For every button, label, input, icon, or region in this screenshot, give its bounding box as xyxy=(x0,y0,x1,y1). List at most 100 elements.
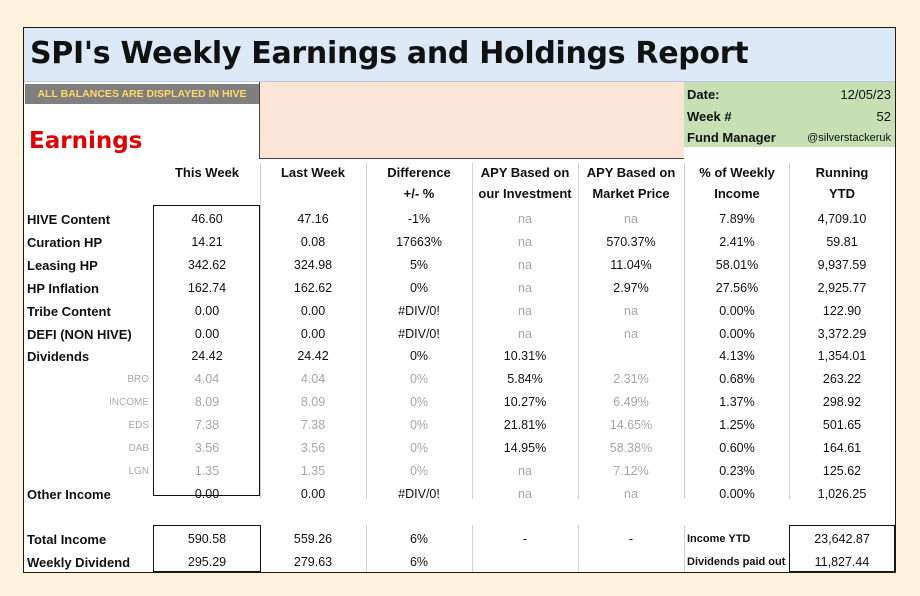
table-cell: 9,937.59 xyxy=(817,257,867,272)
table-cell: #DIV/0! xyxy=(398,486,440,501)
total-side-value: 11,827.44 xyxy=(814,555,870,569)
table-cell: 1.35 xyxy=(300,463,326,478)
week-value: 52 xyxy=(876,109,891,124)
table-cell: 0.00% xyxy=(719,326,755,341)
column-header: Difference +/- % xyxy=(366,162,472,204)
table-cell: 0.60% xyxy=(719,441,755,455)
table-cell: 7.12% xyxy=(613,463,649,478)
total-cell: 590.58 xyxy=(187,532,227,546)
total-cell xyxy=(472,551,578,572)
header-line-1: Running xyxy=(815,165,869,180)
table-cell: 4,709.10 xyxy=(817,212,867,226)
table-cell: 24.42 xyxy=(191,349,223,364)
table-cell: 1,026.25 xyxy=(817,486,867,501)
table-cell: na xyxy=(518,326,532,341)
table-cell: 2.97% xyxy=(613,280,649,295)
total-side-label: Dividends paid out xyxy=(687,556,786,568)
total-cell xyxy=(578,551,684,572)
column-header: This Week xyxy=(154,162,260,204)
table-cell: 10.27% xyxy=(503,395,547,410)
row-label: Other Income xyxy=(27,486,111,502)
table-cell: 27.56% xyxy=(715,280,759,295)
row-label: HP Inflation xyxy=(27,280,99,296)
table-cell: 14.65% xyxy=(609,418,653,433)
table-cell: 0.00 xyxy=(194,303,220,318)
table-cell: -1% xyxy=(407,212,431,226)
table-cell: 58.38% xyxy=(609,441,653,455)
total-side-label: Income YTD xyxy=(687,533,751,545)
table-cell: 2.31% xyxy=(613,372,649,387)
header-line-2: YTD xyxy=(829,186,855,201)
table-cell: na xyxy=(518,463,532,478)
table-cell: 0.00% xyxy=(719,486,755,501)
table-cell: 3,372.29 xyxy=(817,326,867,341)
title-bar: SPI's Weekly Earnings and Holdings Repor… xyxy=(24,28,895,82)
grid-line-v xyxy=(789,163,790,499)
table-cell: 501.65 xyxy=(822,418,862,433)
table-cell: 1.37% xyxy=(719,395,755,410)
table-cell: 162.62 xyxy=(293,280,333,295)
report-sheet: SPI's Weekly Earnings and Holdings Repor… xyxy=(23,27,896,573)
table-cell: 7.38 xyxy=(194,418,220,433)
table-cell: 1,354.01 xyxy=(817,349,867,364)
grid-line-v xyxy=(366,163,367,499)
table-cell: 7.38 xyxy=(300,418,326,433)
column-header: Last Week xyxy=(260,162,366,204)
header-line-2: Market Price xyxy=(592,186,670,201)
grid-line-v xyxy=(578,163,579,499)
section-title: Earnings xyxy=(29,128,143,154)
table-cell: 0.00 xyxy=(194,326,220,341)
info-panel xyxy=(684,82,895,147)
table-cell: na xyxy=(518,303,532,318)
column-header: Running YTD xyxy=(789,162,895,204)
table-cell: 2,925.77 xyxy=(817,280,867,295)
table-cell: 263.22 xyxy=(822,372,862,387)
grid-line-v xyxy=(684,525,685,572)
totals-box-1 xyxy=(153,525,261,572)
row-label: DAB xyxy=(128,443,149,454)
header-line-1: APY Based on xyxy=(480,165,570,180)
table-cell: 3.56 xyxy=(194,441,220,455)
total-cell: - xyxy=(628,532,634,546)
this-week-box xyxy=(153,205,260,496)
table-cell: 125.62 xyxy=(822,463,862,478)
table-cell: 0% xyxy=(409,280,429,295)
table-cell xyxy=(578,345,684,368)
row-label: Curation HP xyxy=(27,234,103,250)
table-cell: na xyxy=(518,257,532,272)
table-cell: 342.62 xyxy=(187,257,227,272)
table-cell: #DIV/0! xyxy=(398,326,440,341)
column-header: APY Based on our Investment xyxy=(472,162,578,204)
table-cell: 5% xyxy=(409,257,429,272)
table-cell: 4.04 xyxy=(300,372,326,387)
table-cell: 7.89% xyxy=(719,212,755,226)
table-cell: 8.09 xyxy=(300,395,326,410)
table-cell: 59.81 xyxy=(826,234,858,249)
header-line-2: +/- % xyxy=(403,186,435,201)
table-cell: 164.61 xyxy=(822,441,862,455)
table-cell: 0% xyxy=(409,372,429,387)
row-label: INCOME xyxy=(109,397,149,409)
table-cell: 0.08 xyxy=(300,234,326,249)
table-cell: 2.41% xyxy=(719,234,755,249)
table-cell: 21.81% xyxy=(503,418,547,433)
table-cell: 5.84% xyxy=(507,372,543,387)
grid-line-v xyxy=(472,163,473,499)
table-cell: 14.21 xyxy=(191,234,223,249)
table-cell: 0% xyxy=(409,463,429,478)
table-cell: na xyxy=(624,212,638,226)
table-cell: 0% xyxy=(409,441,429,455)
table-cell: na xyxy=(518,486,532,501)
table-cell: 0.00 xyxy=(300,486,326,501)
header-line-1: % of Weekly xyxy=(699,165,775,180)
column-header: APY Based on Market Price xyxy=(578,162,684,204)
manager-value: @silverstackeruk xyxy=(807,132,891,144)
table-cell: na xyxy=(518,212,532,226)
week-label: Week # xyxy=(687,109,732,124)
row-label: DEFI (NON HIVE) xyxy=(27,326,132,342)
date-label: Date: xyxy=(687,87,720,102)
header-line-1: This Week xyxy=(174,165,240,180)
table-cell: #DIV/0! xyxy=(398,303,440,318)
table-cell: na xyxy=(624,303,638,318)
header-line-2 xyxy=(260,183,366,204)
